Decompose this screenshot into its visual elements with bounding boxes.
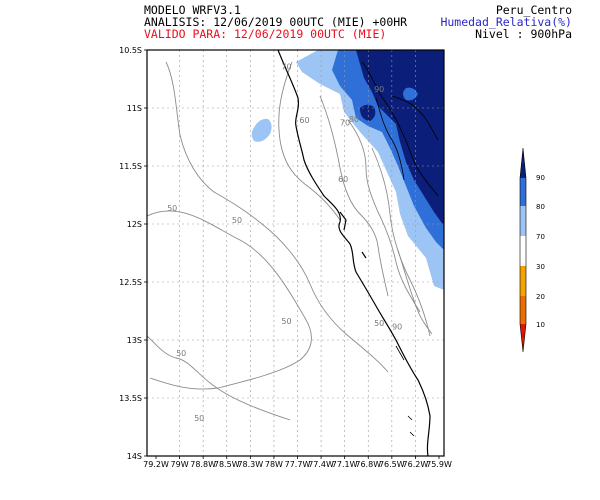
contour-label: 90 bbox=[374, 85, 384, 94]
contour-label: 50 bbox=[232, 216, 242, 225]
contour-label: 70 bbox=[340, 118, 350, 127]
map-frame bbox=[146, 49, 445, 457]
contour-label: 50 bbox=[281, 317, 291, 326]
humidity-fill bbox=[251, 50, 444, 290]
colorbar-label-90: 90 bbox=[536, 174, 545, 182]
lon-tick-label: 78.8W bbox=[190, 460, 216, 469]
fill-80-patch bbox=[403, 87, 418, 101]
lat-tick-label: 13.5S bbox=[119, 394, 142, 403]
contour-inland-b bbox=[371, 147, 431, 337]
colorbar-segment-10-20 bbox=[520, 296, 526, 324]
lon-tick-label: 77.4W bbox=[308, 460, 334, 469]
colorbar: 90 80 70 30 20 10 bbox=[519, 147, 545, 353]
lat-tick-label: 14S bbox=[127, 452, 142, 461]
lon-tick-label: 76.5W bbox=[379, 460, 405, 469]
lon-tick-label: 78.5W bbox=[214, 460, 240, 469]
colorbar-label-80: 80 bbox=[536, 203, 545, 211]
lon-tick-label: 76.8W bbox=[355, 460, 381, 469]
lon-tick-label: 78.3W bbox=[237, 460, 263, 469]
contour-60-center bbox=[278, 61, 341, 221]
colorbar-segment-70-80 bbox=[520, 206, 526, 236]
colorbar-outline bbox=[519, 147, 527, 353]
domain-label: Peru_Centro bbox=[495, 3, 572, 17]
contour-60-coast bbox=[319, 95, 389, 297]
analysis-label: ANALISIS: 12/06/2019 00UTC (MIE) +00HR bbox=[144, 15, 408, 29]
lon-tick-label: 78W bbox=[265, 460, 283, 469]
contour-label: 50 bbox=[167, 204, 177, 213]
contour-label: 60 bbox=[338, 175, 348, 184]
lon-tick-label: 79.2W bbox=[143, 460, 169, 469]
colorbar-label-70: 70 bbox=[536, 233, 545, 241]
fill-90-patch bbox=[360, 104, 376, 121]
colorbar-segment-below-10 bbox=[520, 324, 526, 352]
lon-tick-label: 76.2W bbox=[403, 460, 429, 469]
contour-label: 50 bbox=[374, 319, 384, 328]
contour-50-west bbox=[147, 210, 312, 390]
lat-tick-label: 10.5S bbox=[119, 46, 142, 55]
colorbar-segment-20-30 bbox=[520, 266, 526, 296]
colorbar-segment-30-70 bbox=[520, 236, 526, 266]
contour-label: 70 bbox=[281, 63, 291, 72]
fill-70-patch bbox=[251, 118, 272, 142]
lon-tick-label: 77.1W bbox=[332, 460, 358, 469]
lon-tick-label: 75.9W bbox=[426, 460, 452, 469]
valid-time-label: VALIDO PARA: 12/06/2019 00UTC (MIE) bbox=[144, 27, 387, 41]
humidity-contours bbox=[147, 61, 433, 421]
contour-label: 50 bbox=[194, 414, 204, 423]
colorbar-segment-80-90 bbox=[520, 178, 526, 206]
lon-tick-label: 79W bbox=[171, 460, 189, 469]
contour-inland-c bbox=[397, 249, 433, 335]
lat-tick-label: 12S bbox=[127, 220, 142, 229]
colorbar-label-20: 20 bbox=[536, 293, 545, 301]
contour-label: 80 bbox=[349, 115, 359, 124]
contour-label: 90 bbox=[392, 323, 402, 332]
lat-tick-label: 11.5S bbox=[119, 162, 142, 171]
model-label: MODELO WRFV3.1 bbox=[144, 3, 241, 17]
variable-label: Humedad_Relativa(%) bbox=[440, 15, 572, 29]
level-label: Nivel : 900hPa bbox=[475, 27, 572, 41]
admin-borders bbox=[361, 61, 439, 437]
contour-50-outer bbox=[147, 335, 291, 421]
lat-tick-label: 11S bbox=[127, 104, 142, 113]
colorbar-segment-90plus bbox=[520, 148, 526, 178]
lat-tick-label: 12.5S bbox=[119, 278, 142, 287]
lon-tick-label: 77.7W bbox=[285, 460, 311, 469]
contour-label: 60 bbox=[299, 116, 309, 125]
contour-50-nearcoast bbox=[165, 61, 389, 373]
colorbar-label-10: 10 bbox=[536, 321, 545, 329]
contour-inland-a bbox=[347, 119, 421, 313]
colorbar-label-30: 30 bbox=[536, 263, 545, 271]
lat-tick-label: 13S bbox=[127, 336, 142, 345]
contour-label: 50 bbox=[176, 349, 186, 358]
fill-90 bbox=[356, 50, 444, 226]
coastline bbox=[277, 50, 431, 456]
